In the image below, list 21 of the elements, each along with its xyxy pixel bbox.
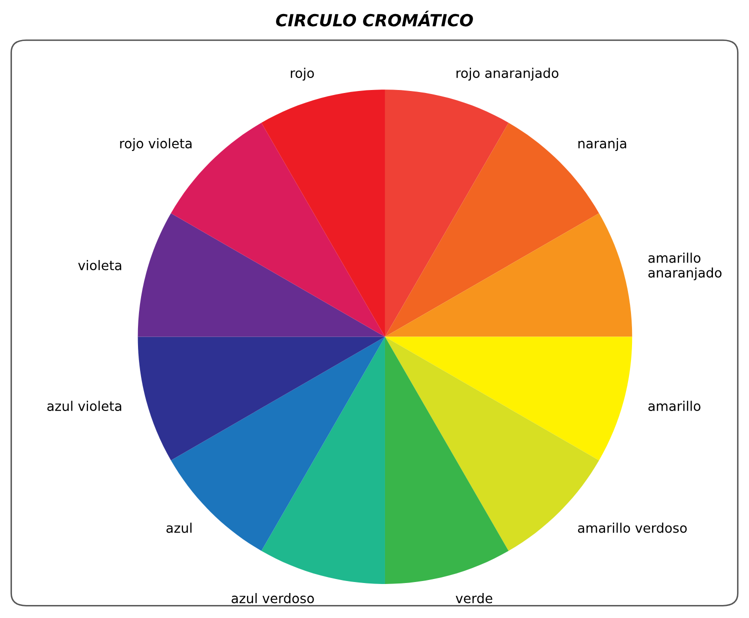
pie-slice [384, 213, 632, 337]
slice-label: azul verdoso [232, 593, 314, 604]
slice-label: rojo violeta [120, 138, 192, 151]
slice-label: azul violeta [47, 400, 122, 412]
slice-label: naranja [578, 138, 626, 151]
slice-label: violeta [78, 260, 122, 270]
pie-slice [138, 213, 385, 337]
pie-slice [261, 336, 385, 584]
slice-label: amarillo verdoso [578, 522, 687, 533]
slice-label: verde [456, 593, 492, 604]
slice-label: rojo [290, 68, 314, 81]
pie-slice [384, 336, 632, 460]
slice-label: rojo anaranjado [456, 68, 558, 81]
slice-label: amarillo [648, 400, 700, 412]
pie-slice [261, 90, 385, 337]
pie-slice [384, 90, 509, 337]
chart-title: CIRCULO CROMÁTICO [276, 10, 473, 26]
slice-label: amarillo anaranjado [648, 252, 722, 280]
pie-slice [384, 336, 509, 584]
pie-slice [138, 336, 385, 460]
slice-label: azul [166, 522, 192, 533]
